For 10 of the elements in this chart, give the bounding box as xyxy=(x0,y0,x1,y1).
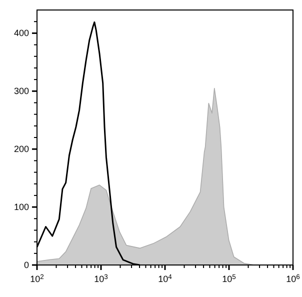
y-tick-label: 300 xyxy=(14,86,29,96)
y-tick-label: 200 xyxy=(14,144,29,154)
x-tick-label: 10$^{3}$ xyxy=(94,274,108,284)
x-tick-label: 10$^{6}$ xyxy=(286,274,300,284)
x-tick-label: 10$^{4}$ xyxy=(158,274,172,284)
y-tick-label: 100 xyxy=(14,202,29,212)
x-tick-label: 10$^{2}$ xyxy=(30,274,44,284)
y-tick-label: 0 xyxy=(24,260,29,270)
x-tick-label: 10$^{5}$ xyxy=(222,274,236,284)
y-tick-label: 400 xyxy=(14,28,29,38)
